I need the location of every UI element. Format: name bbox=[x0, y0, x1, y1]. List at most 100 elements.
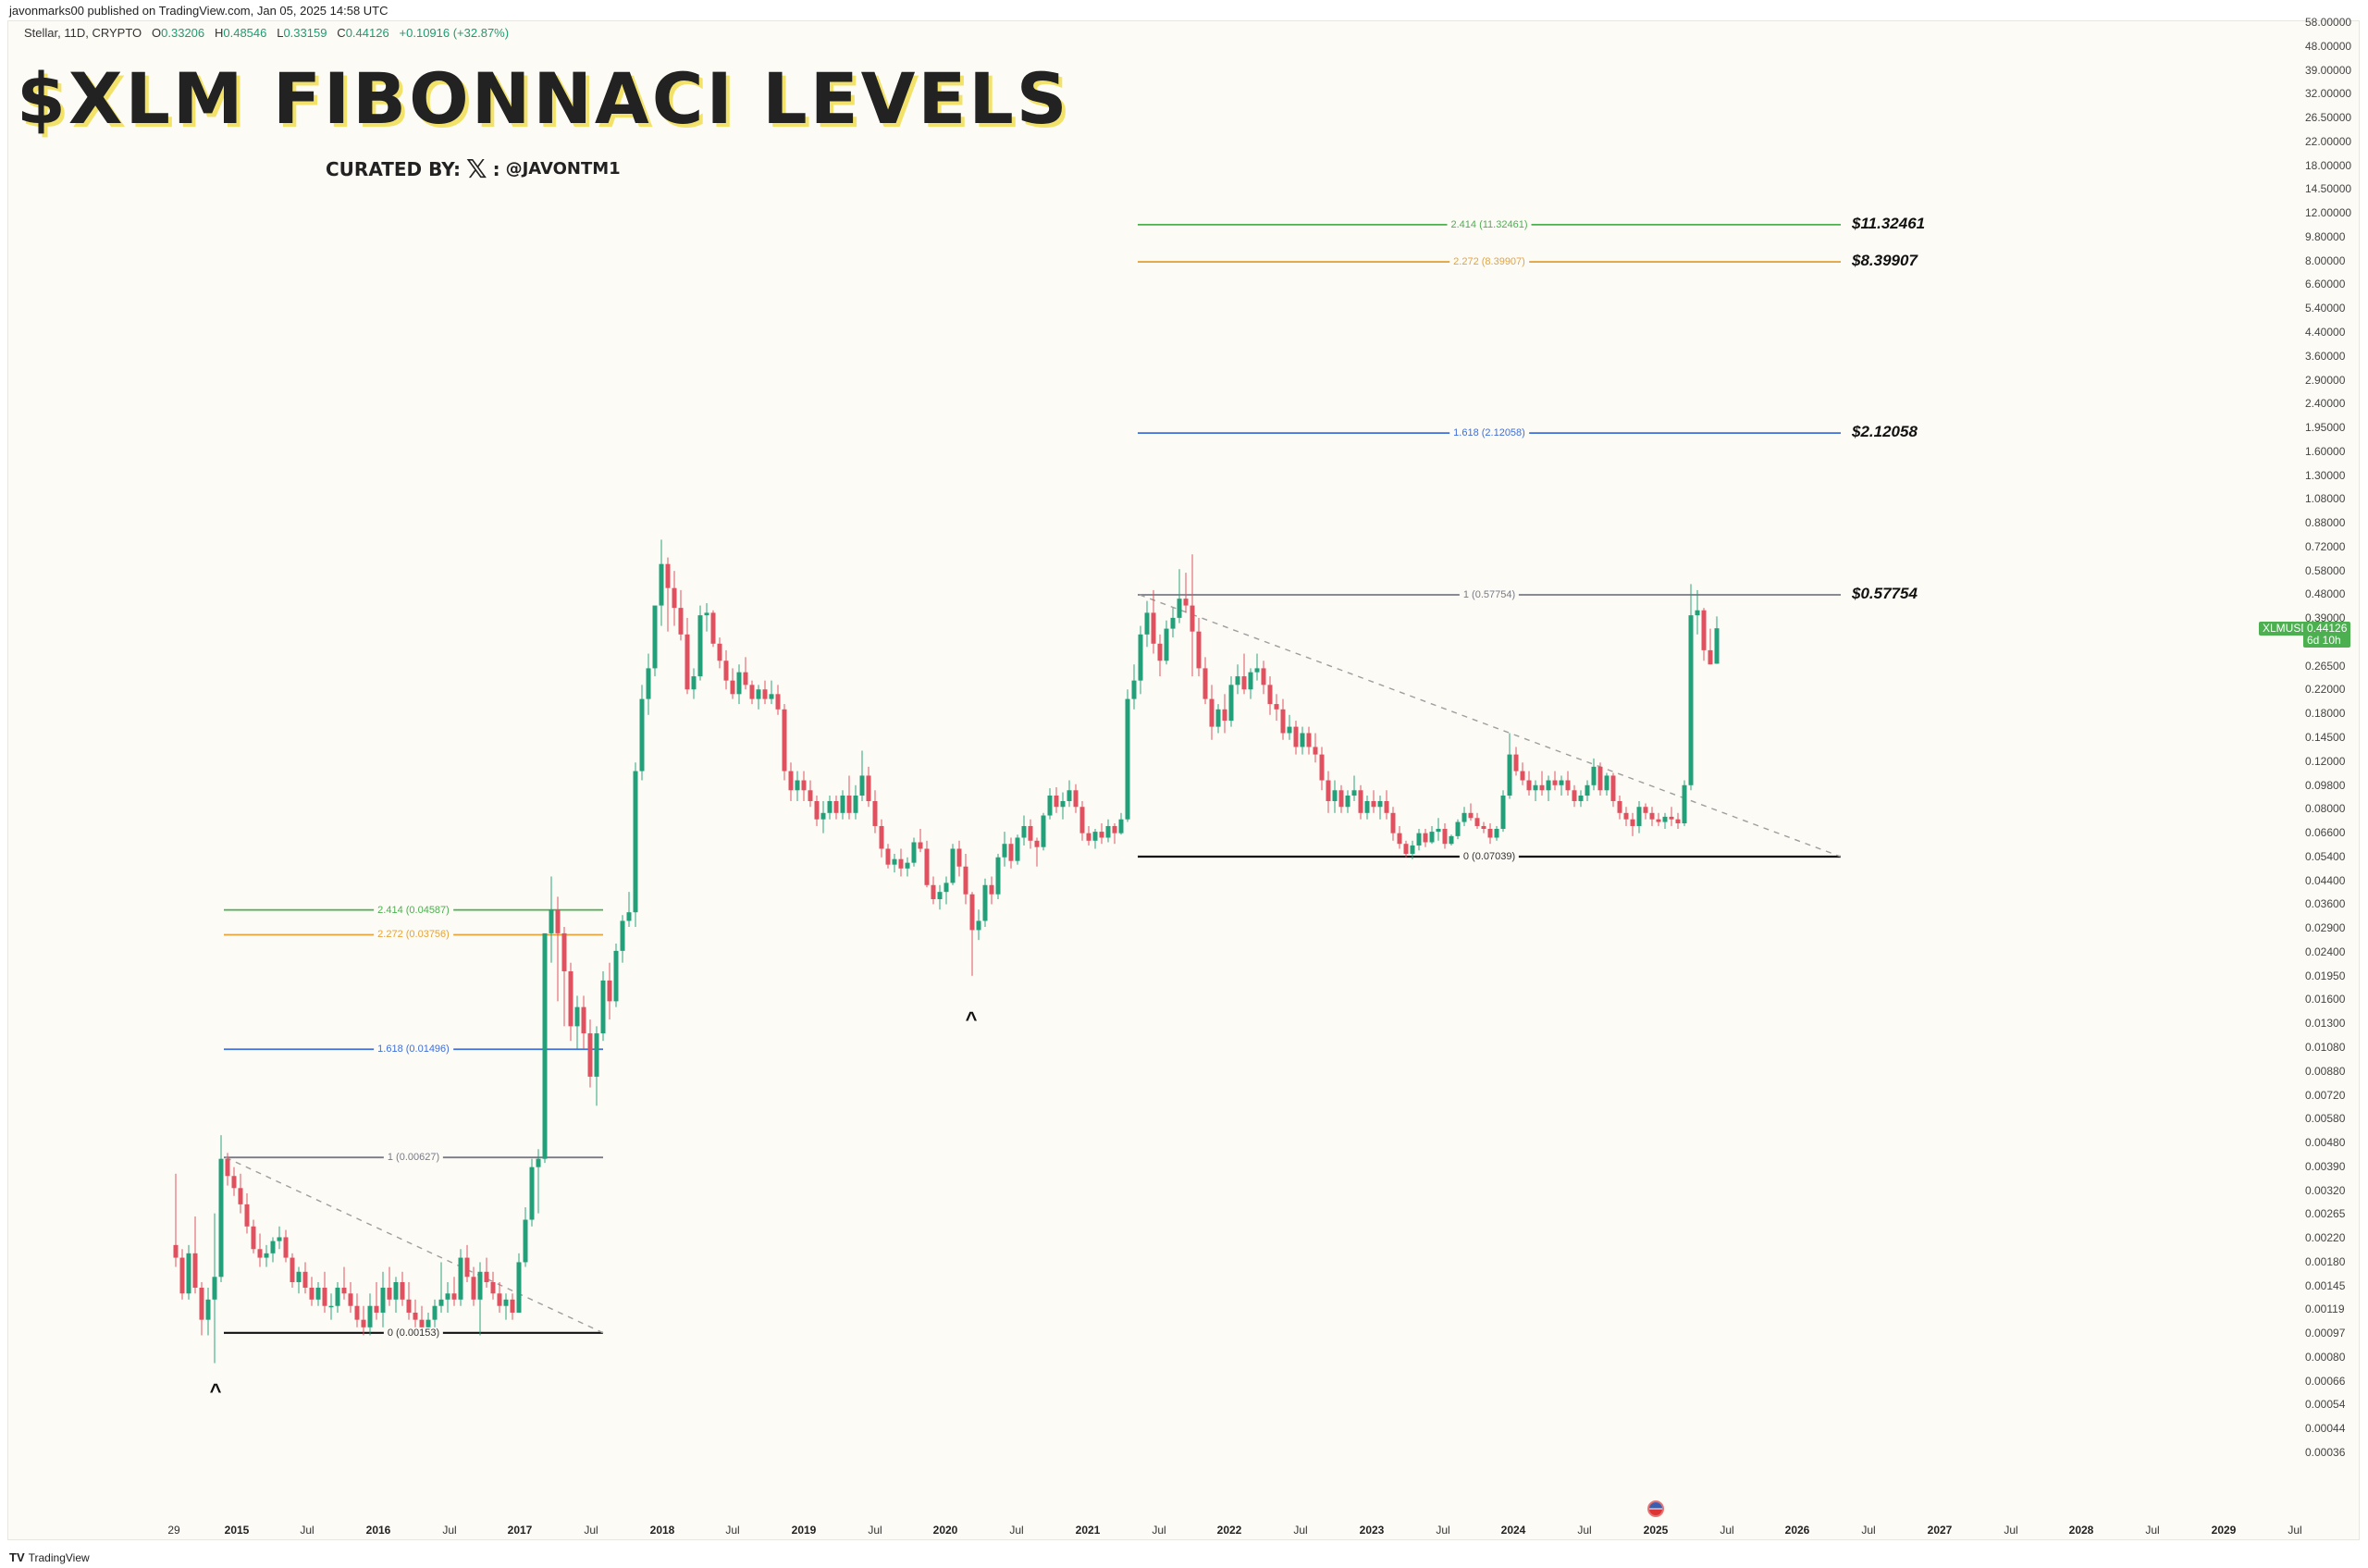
price-tick: 22.00000 bbox=[2305, 134, 2352, 148]
close-label: C bbox=[337, 26, 346, 40]
time-tick: 2021 bbox=[1075, 1524, 1101, 1537]
symbol-tag: XLMUSD bbox=[2259, 622, 2313, 636]
price-tick: 58.00000 bbox=[2305, 16, 2352, 29]
colon: : bbox=[492, 157, 500, 180]
price-tick: 0.00080 bbox=[2305, 1350, 2346, 1364]
price-tick: 0.01600 bbox=[2305, 993, 2346, 1006]
us-flag-event-icon[interactable] bbox=[1647, 1500, 1664, 1517]
price-tick: 0.00720 bbox=[2305, 1088, 2346, 1102]
price-tick: 0.00220 bbox=[2305, 1231, 2346, 1245]
time-tick: 2020 bbox=[932, 1524, 958, 1537]
price-tick: 0.00097 bbox=[2305, 1327, 2346, 1340]
fib-level-label: 2.272 (8.39907) bbox=[1449, 256, 1529, 268]
price-tick: 0.88000 bbox=[2305, 516, 2346, 530]
price-tick: 0.14500 bbox=[2305, 731, 2346, 744]
time-tick: 2029 bbox=[2211, 1524, 2237, 1537]
high-label: H bbox=[214, 26, 224, 40]
time-tick: 2022 bbox=[1216, 1524, 1242, 1537]
time-tick: 29 bbox=[167, 1524, 180, 1537]
time-tick: Jul bbox=[1293, 1524, 1308, 1537]
fib-level-label: 1 (0.00627) bbox=[383, 1152, 444, 1164]
time-tick: Jul bbox=[300, 1524, 314, 1537]
price-tick: 1.60000 bbox=[2305, 444, 2346, 458]
price-tick: 0.00265 bbox=[2305, 1207, 2346, 1221]
time-tick: 2025 bbox=[1643, 1524, 1669, 1537]
price-tick: 0.39000 bbox=[2305, 611, 2346, 625]
caret-up-marker-icon: ^ bbox=[209, 1379, 222, 1403]
chart-frame bbox=[7, 20, 2360, 1540]
published-line: javonmarks00 published on TradingView.co… bbox=[9, 4, 388, 18]
fib-level-label: 2.414 (0.04587) bbox=[374, 904, 453, 916]
price-tick: 0.00145 bbox=[2305, 1278, 2346, 1292]
price-tick: 32.00000 bbox=[2305, 87, 2352, 101]
price-tick: 0.12000 bbox=[2305, 754, 2346, 768]
price-tick: 0.02900 bbox=[2305, 921, 2346, 935]
time-tick: 2027 bbox=[1927, 1524, 1953, 1537]
price-tick: 0.01300 bbox=[2305, 1017, 2346, 1031]
time-tick: 2019 bbox=[791, 1524, 817, 1537]
price-tick: 0.00180 bbox=[2305, 1254, 2346, 1268]
time-tick: Jul bbox=[1720, 1524, 1734, 1537]
trendline-dashed[interactable] bbox=[1139, 594, 1842, 858]
low-label: L bbox=[277, 26, 284, 40]
close-value: 0.44126 bbox=[345, 26, 389, 40]
price-tick: 0.00320 bbox=[2305, 1183, 2346, 1197]
time-tick: 2018 bbox=[649, 1524, 675, 1537]
high-value: 0.48546 bbox=[223, 26, 267, 40]
price-tick: 1.08000 bbox=[2305, 492, 2346, 506]
price-tick: 0.18000 bbox=[2305, 707, 2346, 721]
price-tick: 0.04400 bbox=[2305, 873, 2346, 887]
fib-price-callout: $8.39907 bbox=[1852, 252, 1918, 270]
time-tick: 2024 bbox=[1500, 1524, 1526, 1537]
price-tick: 2.90000 bbox=[2305, 373, 2346, 387]
price-tick: 5.40000 bbox=[2305, 302, 2346, 315]
time-tick: 2015 bbox=[224, 1524, 250, 1537]
price-tick: 1.95000 bbox=[2305, 421, 2346, 435]
tradingview-brand: TradingView bbox=[28, 1550, 90, 1564]
fib-level-label: 1 (0.57754) bbox=[1459, 589, 1520, 600]
time-tick: 2023 bbox=[1359, 1524, 1385, 1537]
fib-level-label: 1.618 (0.01496) bbox=[374, 1043, 453, 1056]
price-tick: 0.08000 bbox=[2305, 802, 2346, 816]
price-tick: 0.26500 bbox=[2305, 659, 2346, 673]
price-tick: 0.02400 bbox=[2305, 945, 2346, 958]
time-tick: 2016 bbox=[365, 1524, 391, 1537]
price-tick: 3.60000 bbox=[2305, 349, 2346, 363]
trendline-dashed[interactable] bbox=[225, 1156, 604, 1334]
price-tick: 0.03600 bbox=[2305, 897, 2346, 911]
x-logo-icon: 𝕏 bbox=[466, 154, 487, 184]
time-tick: 2028 bbox=[2068, 1524, 2094, 1537]
price-tick: 0.00390 bbox=[2305, 1159, 2346, 1173]
price-tick: 0.05400 bbox=[2305, 849, 2346, 863]
low-value: 0.33159 bbox=[283, 26, 327, 40]
price-tick: 0.06600 bbox=[2305, 826, 2346, 840]
price-tick: 4.40000 bbox=[2305, 325, 2346, 339]
fib-level-label: 2.272 (0.03756) bbox=[374, 929, 453, 941]
time-tick: Jul bbox=[1436, 1524, 1450, 1537]
footer: TV TradingView bbox=[9, 1550, 90, 1564]
time-tick: Jul bbox=[584, 1524, 598, 1537]
time-tick: Jul bbox=[2004, 1524, 2018, 1537]
symbol-name[interactable]: Stellar, 11D, CRYPTO bbox=[24, 26, 142, 40]
price-tick: 2.40000 bbox=[2305, 397, 2346, 411]
fib-level-label: 1.618 (2.12058) bbox=[1449, 427, 1529, 439]
curated-by: CURATED BY: 𝕏: @JAVONTM1 bbox=[326, 154, 621, 184]
price-tick: 9.80000 bbox=[2305, 229, 2346, 243]
price-tick: 1.30000 bbox=[2305, 468, 2346, 482]
time-tick: Jul bbox=[2145, 1524, 2160, 1537]
fib-level-label: 2.414 (11.32461) bbox=[1447, 218, 1532, 230]
last-price: 0.44126 bbox=[2307, 622, 2348, 635]
price-tick: 0.22000 bbox=[2305, 683, 2346, 697]
time-tick: Jul bbox=[2288, 1524, 2302, 1537]
time-tick: 2026 bbox=[1784, 1524, 1810, 1537]
time-tick: Jul bbox=[1861, 1524, 1876, 1537]
time-tick: Jul bbox=[442, 1524, 457, 1537]
ohlc-legend: Stellar, 11D, CRYPTO O0.33206 H0.48546 L… bbox=[24, 26, 509, 40]
open-label: O bbox=[152, 26, 162, 40]
bar-countdown: 6d 10h bbox=[2307, 634, 2341, 647]
chart-title-overlay: $XLM FIBONNACI LEVELS bbox=[17, 57, 1070, 140]
price-tick: 18.00000 bbox=[2305, 158, 2352, 172]
price-tick: 26.50000 bbox=[2305, 111, 2352, 125]
price-tick: 14.50000 bbox=[2305, 182, 2352, 196]
